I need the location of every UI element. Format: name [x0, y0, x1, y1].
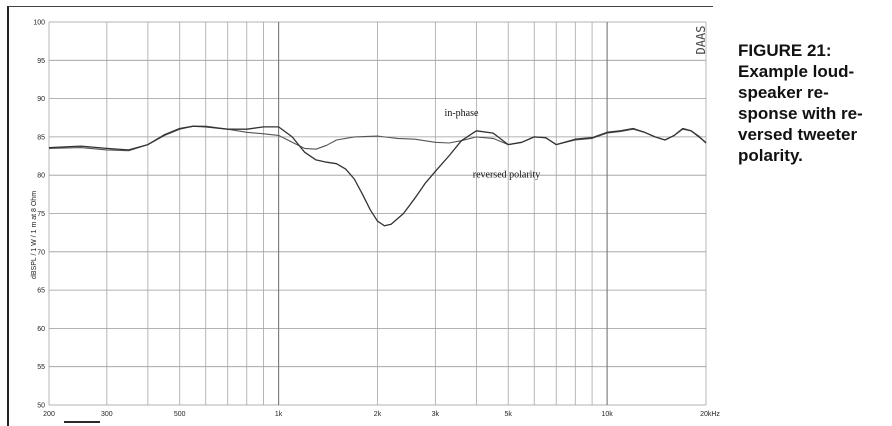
y-tick-label: 90 — [37, 96, 45, 103]
x-tick-label: 10k — [601, 411, 613, 418]
y-tick-label: 70 — [37, 249, 45, 256]
x-tick-label: 2k — [374, 411, 382, 418]
caption-line: Example loud- — [738, 62, 855, 81]
y-tick-labels: 50 55 60 65 70 75 80 85 90 95 100 — [33, 20, 45, 410]
x-tick-label: 20kHz — [700, 411, 720, 418]
caption-line: sponse with re- — [738, 104, 863, 123]
caption-line: FIGURE 21: — [738, 41, 832, 60]
y-tick-label: 95 — [37, 58, 45, 65]
x-axis-scale-bar — [64, 421, 100, 423]
caption-line: polarity. — [738, 146, 803, 165]
daas-watermark: DAAS — [694, 26, 708, 55]
y-tick-label: 50 — [37, 403, 45, 410]
frequency-response-chart: 50 55 60 65 70 75 80 85 90 95 100 200 300 500 1k 2k 3k 5… — [31, 20, 720, 423]
grid — [48, 21, 707, 406]
x-tick-label: 1k — [275, 411, 283, 418]
x-tick-label: 5k — [505, 411, 513, 418]
y-axis-label: dBSPL / 1 W / 1 m at 8 Ohm — [31, 191, 38, 279]
y-tick-label: 55 — [37, 364, 45, 371]
annotations: in-phase reversed polarity — [445, 108, 541, 180]
x-tick-label: 200 — [43, 411, 55, 418]
annotation-label: reversed polarity — [473, 169, 540, 180]
x-tick-label: 300 — [101, 411, 113, 418]
caption-line: speaker re- — [738, 83, 829, 102]
y-tick-label: 80 — [37, 173, 45, 180]
y-tick-label: 65 — [37, 288, 45, 295]
y-tick-label: 85 — [37, 134, 45, 141]
chart-frame — [7, 6, 713, 426]
caption-line: versed tweeter — [738, 125, 858, 144]
series — [48, 125, 707, 227]
y-tick-label: 75 — [37, 211, 45, 218]
x-tick-label: 3k — [432, 411, 440, 418]
figure-caption: FIGURE 21: Example loud- speaker re- spo… — [738, 40, 888, 166]
x-tick-label: 500 — [174, 411, 186, 418]
annotation-label: in-phase — [445, 108, 479, 119]
y-tick-label: 100 — [33, 20, 45, 27]
y-tick-label: 60 — [37, 326, 45, 333]
series-line-reversed-polarity — [48, 125, 707, 227]
x-tick-labels: 200 300 500 1k 2k 3k 5k 10k 20kHz — [43, 411, 720, 418]
